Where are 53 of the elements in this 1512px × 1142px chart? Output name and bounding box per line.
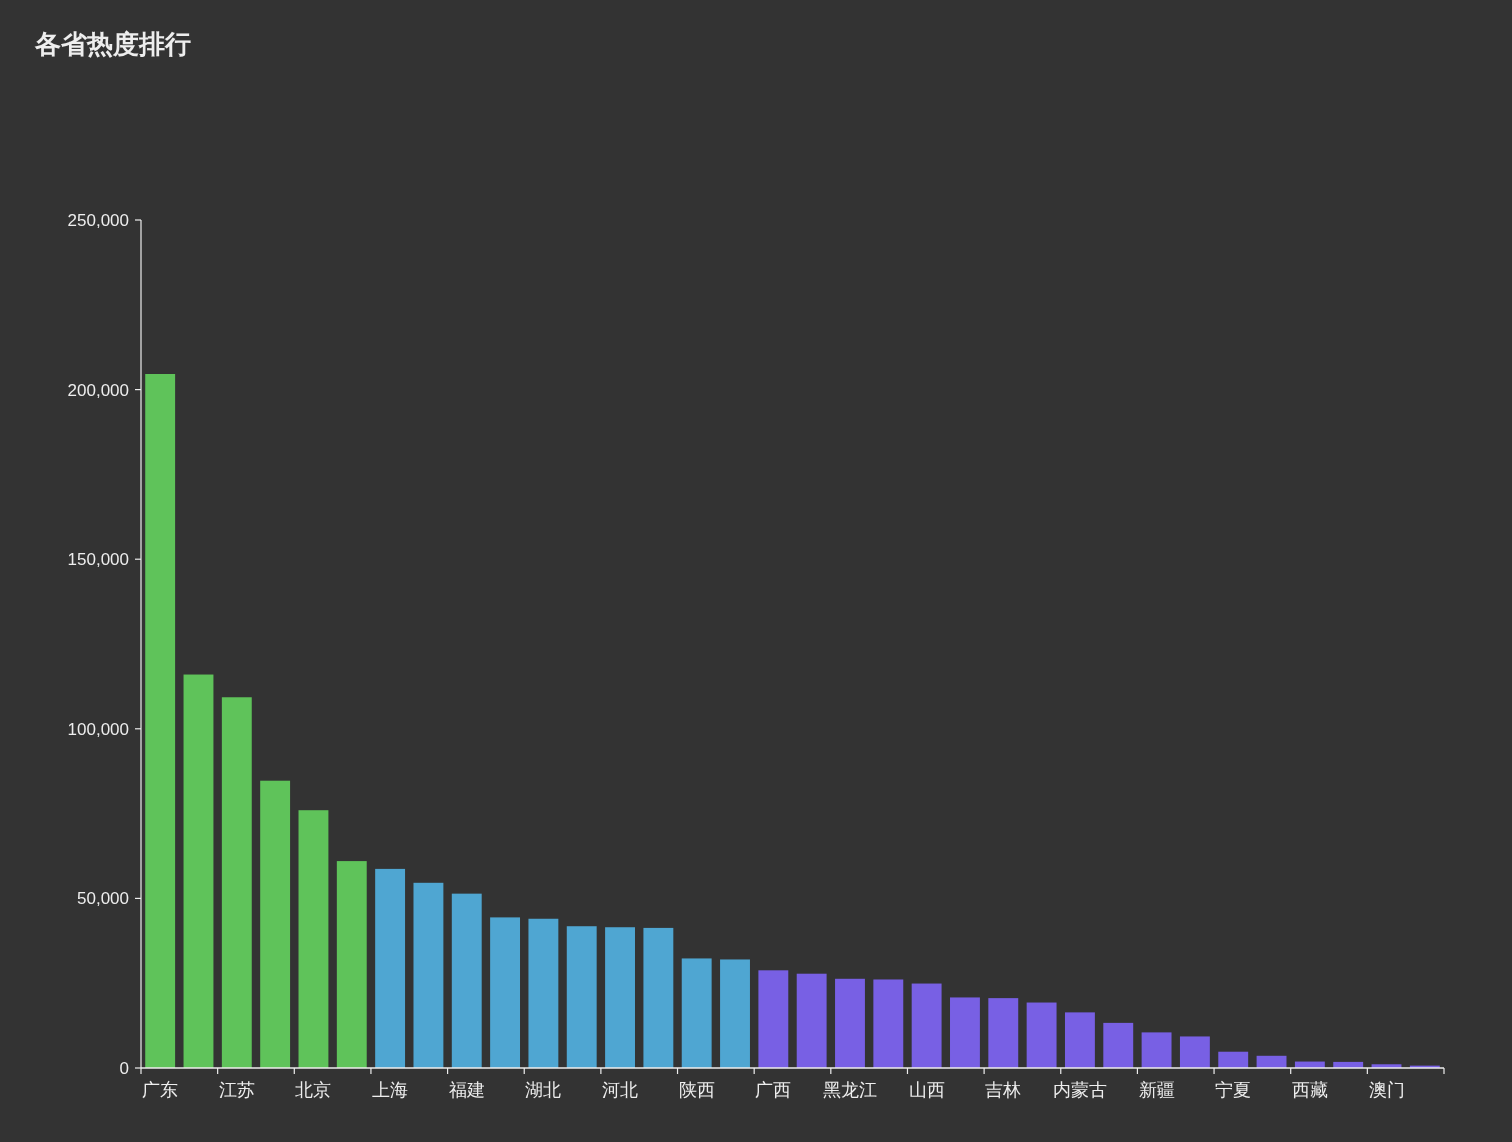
x-tick-label: 上海 <box>372 1080 409 1100</box>
bar <box>835 978 865 1068</box>
bar <box>1141 1032 1172 1068</box>
x-tick-label: 广东 <box>142 1080 179 1100</box>
x-tick-label: 广西 <box>755 1080 792 1100</box>
y-tick-label: 0 <box>119 1058 129 1078</box>
bar <box>681 958 712 1068</box>
bar <box>298 810 329 1068</box>
bar <box>566 926 597 1068</box>
bar <box>758 970 789 1068</box>
bar <box>1218 1051 1249 1068</box>
x-tick-label: 新疆 <box>1138 1080 1175 1100</box>
bar <box>221 697 252 1068</box>
bar <box>988 998 1019 1068</box>
y-tick-label: 100,000 <box>67 719 129 739</box>
bar <box>375 868 406 1068</box>
bar <box>183 674 214 1068</box>
x-tick-label: 山西 <box>908 1080 945 1100</box>
bar <box>260 780 291 1068</box>
x-tick-label: 陕西 <box>678 1080 715 1100</box>
bar <box>451 893 482 1068</box>
bar <box>145 374 176 1068</box>
bar <box>643 927 674 1068</box>
bar <box>490 917 521 1068</box>
x-tick-label: 澳门 <box>1368 1080 1405 1100</box>
x-tick-label: 西藏 <box>1291 1080 1328 1100</box>
bar <box>796 973 827 1068</box>
x-tick-label: 福建 <box>448 1080 485 1100</box>
bar <box>413 882 444 1068</box>
y-tick-label: 200,000 <box>67 380 129 400</box>
bar <box>1026 1002 1057 1068</box>
bar <box>720 959 750 1068</box>
y-tick-label: 150,000 <box>67 550 129 570</box>
bar <box>1179 1036 1210 1068</box>
x-tick-label: 江苏 <box>218 1080 255 1100</box>
bar <box>336 861 367 1068</box>
bar <box>873 979 904 1068</box>
x-tick-label: 宁夏 <box>1215 1080 1252 1100</box>
bar <box>950 997 980 1068</box>
bar <box>911 983 942 1068</box>
x-tick-label: 河北 <box>602 1080 639 1100</box>
x-tick-label: 内蒙古 <box>1052 1080 1107 1100</box>
chart-title: 各省热度排行 <box>34 29 191 59</box>
y-tick-label: 250,000 <box>67 210 129 230</box>
bar <box>528 918 559 1068</box>
bar <box>605 927 635 1068</box>
bar <box>1103 1022 1134 1068</box>
x-tick-label: 湖北 <box>525 1080 562 1100</box>
bar <box>1064 1012 1095 1068</box>
x-tick-label: 吉林 <box>985 1080 1022 1100</box>
y-tick-label: 50,000 <box>77 889 129 909</box>
x-tick-label: 北京 <box>295 1080 332 1100</box>
x-tick-label: 黑龙江 <box>822 1080 877 1100</box>
